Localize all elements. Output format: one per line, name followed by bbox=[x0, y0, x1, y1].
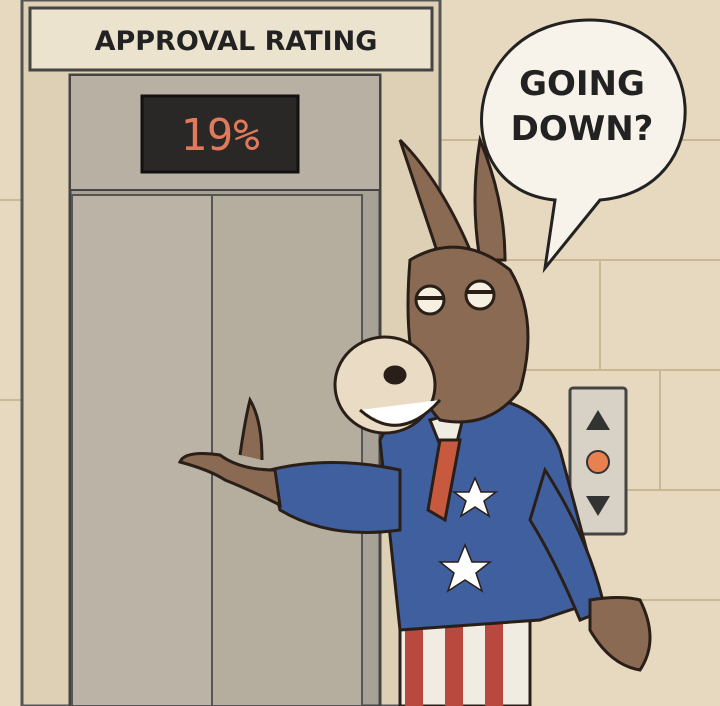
sign-label: APPROVAL RATING bbox=[95, 26, 378, 57]
eye bbox=[464, 279, 496, 311]
jacket-arm bbox=[268, 461, 402, 534]
circle-icon[interactable] bbox=[586, 450, 610, 474]
elevator-door-right[interactable] bbox=[211, 194, 363, 706]
donkey-character bbox=[177, 134, 652, 706]
hand-right bbox=[588, 596, 652, 672]
elevator-door-left[interactable] bbox=[71, 194, 213, 706]
nostril bbox=[383, 365, 407, 385]
star-icon bbox=[451, 476, 499, 518]
speech-line-2: DOWN? bbox=[511, 109, 654, 149]
approval-display bbox=[140, 94, 300, 174]
speech-line-1: GOING bbox=[519, 64, 645, 104]
star-icon bbox=[437, 543, 493, 593]
sign-plate bbox=[28, 6, 434, 72]
triangle-down-icon[interactable] bbox=[586, 496, 610, 516]
triangle-up-icon[interactable] bbox=[586, 410, 610, 430]
hand-left bbox=[177, 452, 282, 508]
striped-tie bbox=[426, 438, 462, 523]
approval-value: 19% bbox=[180, 110, 259, 161]
speech-bubble: GOING DOWN? bbox=[480, 18, 687, 274]
